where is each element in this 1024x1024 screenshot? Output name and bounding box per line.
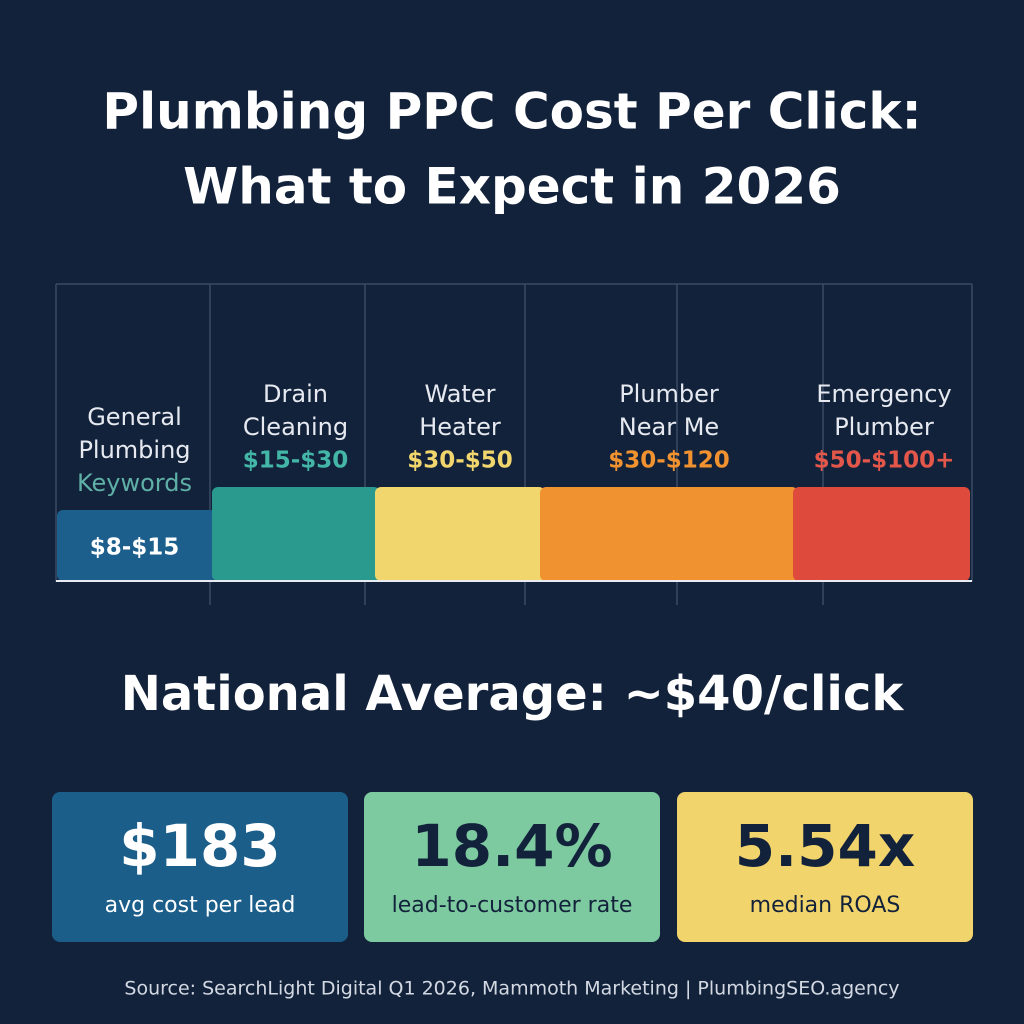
stat-label: avg cost per lead <box>105 893 296 918</box>
title-line: Plumbing PPC Cost Per Click: <box>102 83 921 141</box>
segment-range: $8-$15 <box>90 535 180 561</box>
stat-label: lead-to-customer rate <box>392 893 633 918</box>
stat-card <box>52 792 348 942</box>
segment-label: Emergency <box>816 380 951 408</box>
source: Source: SearchLight Digital Q1 2026, Mam… <box>124 978 899 1000</box>
segment-range: $50-$100+ <box>814 448 955 474</box>
bar-segment <box>793 487 970 581</box>
national-average: National Average: ~$40/click <box>121 666 905 722</box>
segment-range: $30-$50 <box>407 448 513 474</box>
segment-label: Plumber <box>619 380 719 408</box>
segment-label: Cleaning <box>243 413 348 441</box>
segment-range: $30-$120 <box>608 448 730 474</box>
stat-value: 18.4% <box>411 812 612 880</box>
segment-label: Drain <box>263 380 328 408</box>
stat-value: $183 <box>119 812 280 880</box>
stat-card <box>677 792 973 942</box>
title-line: What to Expect in 2026 <box>183 158 841 216</box>
segment-label: Near Me <box>619 413 719 441</box>
segment-range: $15-$30 <box>243 448 349 474</box>
bar-segment <box>375 487 545 581</box>
bar-segment <box>57 510 216 581</box>
segment-label: General <box>87 403 182 431</box>
bar-segment <box>540 487 798 581</box>
bar-segment <box>212 487 380 581</box>
segment-label: Plumbing <box>78 436 190 464</box>
stat-value: 5.54x <box>735 812 916 880</box>
stat-label: median ROAS <box>750 893 901 918</box>
segment-label: Water <box>425 380 496 408</box>
segment-label: Heater <box>419 413 501 441</box>
segment-label: Keywords <box>77 469 192 497</box>
segment-label: Plumber <box>834 413 934 441</box>
stat-card <box>364 792 660 942</box>
